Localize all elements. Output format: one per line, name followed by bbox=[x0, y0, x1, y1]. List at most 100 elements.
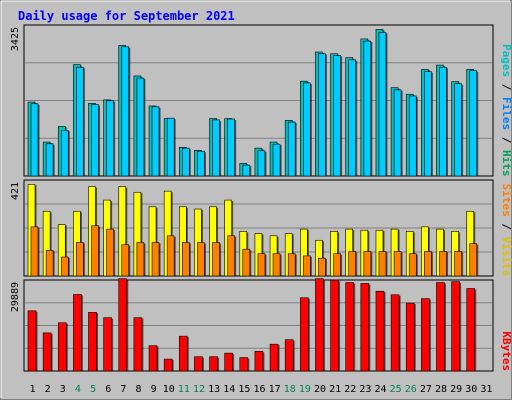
bar-kbytes-day-20 bbox=[315, 278, 324, 372]
bar-sites-day-14 bbox=[227, 235, 235, 277]
x-tick-label: 16 bbox=[253, 384, 265, 395]
bar-files-day-9 bbox=[151, 106, 160, 177]
bar-files-day-12 bbox=[197, 150, 205, 177]
bar-kbytes-day-1 bbox=[27, 310, 37, 372]
bar-sites-day-2 bbox=[45, 250, 54, 277]
legend-text: KBytes bbox=[500, 331, 512, 371]
bar-kbytes-day-28 bbox=[436, 282, 445, 372]
bar-files-day-10 bbox=[166, 117, 175, 177]
y-max-label: 421 bbox=[10, 182, 21, 200]
chart-title: Daily usage for September 2021 bbox=[18, 9, 235, 23]
bar-files-day-29 bbox=[454, 83, 462, 177]
legend-sites: Sites bbox=[500, 184, 512, 217]
bar-kbytes-day-12 bbox=[194, 356, 203, 372]
bar-kbytes-day-23 bbox=[360, 283, 370, 372]
panel-3: 29889 KBytes bbox=[10, 278, 512, 372]
x-tick-label: 5 bbox=[90, 384, 96, 395]
bar-kbytes-day-3 bbox=[57, 322, 67, 372]
x-tick-label: 13 bbox=[208, 384, 220, 395]
bar-sites-day-20 bbox=[318, 257, 326, 277]
bar-files-day-28 bbox=[439, 66, 447, 177]
bar-kbytes-day-18 bbox=[284, 339, 294, 372]
bar-sites-day-12 bbox=[197, 242, 205, 277]
bar-files-day-26 bbox=[408, 95, 417, 177]
bar-sites-day-10 bbox=[166, 235, 175, 277]
bar-sites-day-15 bbox=[242, 248, 251, 277]
bar-sites-day-9 bbox=[151, 242, 160, 277]
bar-sites-day-24 bbox=[378, 251, 387, 277]
x-tick-label: 17 bbox=[269, 384, 281, 395]
series-kbytes bbox=[27, 278, 477, 372]
bar-kbytes-day-2 bbox=[42, 332, 52, 372]
bar-files-day-21 bbox=[333, 55, 341, 177]
y-max-label: 3425 bbox=[10, 27, 21, 51]
x-tick-label: 26 bbox=[405, 384, 417, 395]
bar-sites-day-18 bbox=[287, 253, 296, 277]
bar-files-day-1 bbox=[30, 103, 39, 177]
x-tick-label: 27 bbox=[420, 384, 432, 395]
bar-sites-day-17 bbox=[272, 253, 281, 277]
x-tick-label: 10 bbox=[163, 384, 175, 395]
bar-sites-day-29 bbox=[454, 251, 462, 277]
x-tick-label: 24 bbox=[375, 384, 387, 395]
x-tick-label: 18 bbox=[284, 384, 296, 395]
legend-1: Pages / Files / Hits bbox=[500, 44, 512, 177]
bar-files-day-18 bbox=[287, 121, 296, 177]
bar-kbytes-day-4 bbox=[73, 294, 82, 372]
bar-sites-day-11 bbox=[181, 242, 190, 277]
bar-kbytes-day-11 bbox=[178, 335, 188, 372]
bar-files-day-6 bbox=[106, 100, 114, 177]
x-tick-label: 21 bbox=[329, 384, 341, 395]
bar-files-day-23 bbox=[363, 40, 372, 177]
bar-kbytes-day-24 bbox=[375, 290, 385, 372]
bar-files-day-2 bbox=[45, 143, 54, 177]
x-tick-label: 1 bbox=[30, 384, 36, 395]
bar-sites-day-8 bbox=[136, 242, 145, 277]
legend-separator: / bbox=[500, 130, 512, 150]
bar-kbytes-day-30 bbox=[466, 288, 476, 372]
bar-kbytes-day-5 bbox=[88, 312, 97, 372]
bar-sites-day-26 bbox=[408, 253, 417, 277]
legend-kbytes: KBytes bbox=[500, 331, 512, 371]
bar-sites-day-7 bbox=[121, 244, 130, 277]
bar-files-day-25 bbox=[393, 89, 402, 177]
x-tick-label: 22 bbox=[344, 384, 356, 395]
bar-kbytes-day-25 bbox=[390, 294, 400, 372]
bar-sites-day-19 bbox=[303, 255, 311, 277]
chart-panels: 3425 Pages / Files / Hits 421 Sites / Visit… bbox=[10, 24, 512, 372]
bar-sites-day-4 bbox=[76, 242, 84, 277]
bar-files-day-13 bbox=[212, 119, 220, 177]
x-tick-label: 14 bbox=[223, 384, 235, 395]
bar-kbytes-day-9 bbox=[148, 345, 158, 372]
x-tick-label: 8 bbox=[135, 384, 141, 395]
x-tick-label: 6 bbox=[105, 384, 111, 395]
bar-kbytes-day-21 bbox=[330, 279, 339, 372]
bar-kbytes-day-14 bbox=[224, 352, 233, 372]
panel-1: 3425 Pages / Files / Hits bbox=[10, 24, 512, 177]
legend-2: Sites / Visits bbox=[500, 184, 512, 277]
bar-kbytes-day-26 bbox=[405, 302, 415, 372]
bar-kbytes-day-6 bbox=[103, 317, 112, 372]
bar-kbytes-day-15 bbox=[239, 357, 249, 372]
x-tick-label: 20 bbox=[314, 384, 326, 395]
legend-visits: Visits bbox=[500, 237, 512, 277]
bar-kbytes-day-8 bbox=[133, 317, 143, 372]
x-tick-label: 31 bbox=[480, 384, 492, 395]
bar-files-day-4 bbox=[76, 66, 84, 177]
bar-kbytes-day-7 bbox=[118, 278, 128, 372]
bar-files-day-20 bbox=[318, 53, 326, 177]
bar-sites-day-28 bbox=[439, 251, 447, 277]
bar-sites-day-6 bbox=[106, 228, 114, 277]
x-tick-label: 11 bbox=[178, 384, 190, 395]
legend-separator: / bbox=[500, 217, 512, 237]
x-tick-label: 25 bbox=[390, 384, 402, 395]
x-tick-label: 28 bbox=[435, 384, 447, 395]
bar-kbytes-day-16 bbox=[254, 351, 264, 372]
legend-hits: Hits bbox=[500, 150, 512, 177]
bar-sites-day-22 bbox=[348, 251, 357, 277]
bar-sites-day-16 bbox=[257, 253, 266, 277]
bar-files-day-8 bbox=[136, 77, 145, 177]
bar-files-day-15 bbox=[242, 164, 251, 177]
bar-files-day-7 bbox=[121, 46, 130, 177]
x-tick-label: 2 bbox=[45, 384, 51, 395]
